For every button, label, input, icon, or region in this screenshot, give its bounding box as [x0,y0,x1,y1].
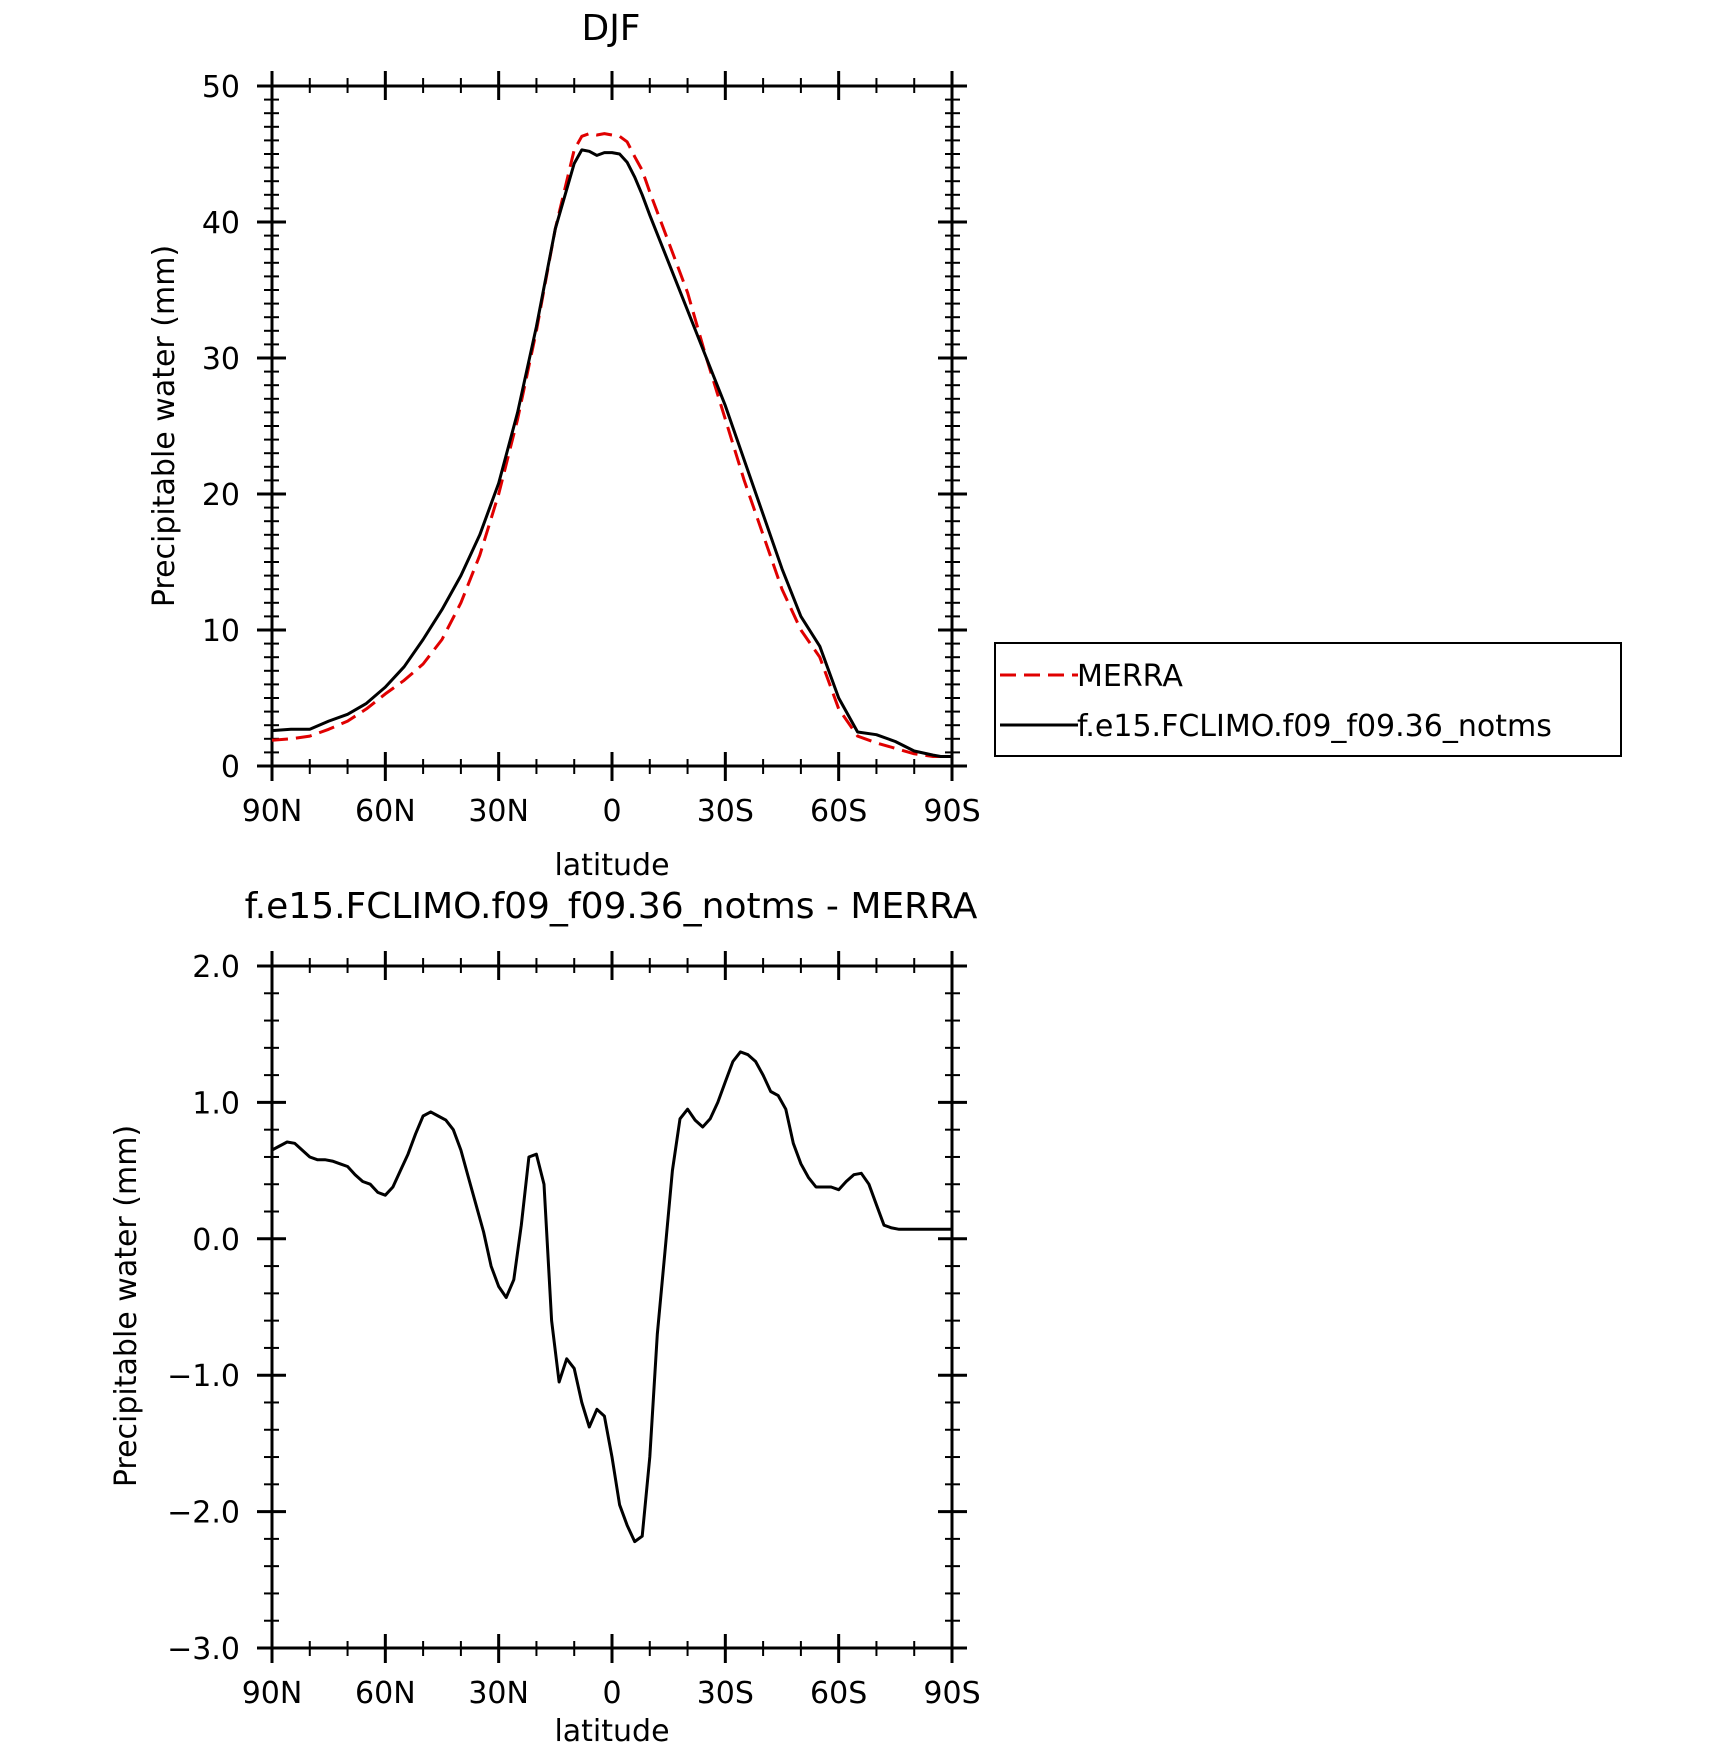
x-tick-label: 30N [468,1676,529,1711]
top-chart-tick-labels: 90N 60N 30N 0 30S 60S 90S 0 10 20 30 40 50 [202,70,981,829]
y-tick-label: 0.0 [192,1223,240,1258]
series-line-1 [271,148,952,758]
y-tick-label: −2.0 [167,1496,240,1531]
y-tick-label: 50 [202,70,240,105]
top-chart-ylabel: Precipitable water (mm) [147,245,182,607]
top-chart: DJF 90N 60N 30N 0 30S 60S 90S 0 10 20 30 40 50 latit… [147,8,981,883]
bottom-plot-frame [270,964,954,1650]
x-tick-label: 60S [810,1676,867,1711]
series-line-0 [271,1050,952,1544]
x-tick-label: 30S [697,794,754,829]
x-tick-label: 30N [468,794,529,829]
y-tick-label: −3.0 [167,1632,240,1667]
bottom-chart-ticks [257,951,967,1663]
top-chart-title: DJF [581,8,640,49]
bottom-chart-title: f.e15.FCLIMO.f09_f09.36_notms - MERRA [245,886,978,927]
legend-model-label: f.e15.FCLIMO.f09_f09.36_notms [1077,709,1552,744]
bottom-chart-xlabel: latitude [554,1714,669,1745]
y-tick-label: 20 [202,478,240,513]
x-tick-label: 0 [602,1676,621,1711]
series-line-0 [271,132,952,758]
bottom-chart-tick-labels: 90N 60N 30N 0 30S 60S 90S 2.0 1.0 0.0 −1.0 −2.0 −3.0 [167,950,980,1711]
legend-box [994,642,1622,757]
y-tick-label: −1.0 [167,1359,240,1394]
x-tick-label: 0 [602,794,621,829]
x-tick-label: 90S [923,794,980,829]
top-chart-xlabel: latitude [554,848,669,883]
y-tick-label: 30 [202,342,240,377]
x-tick-label: 60N [355,1676,416,1711]
legend: MERRA f.e15.FCLIMO.f09_f09.36_notms [994,642,1622,757]
y-tick-label: 2.0 [192,950,240,985]
x-tick-label: 90S [923,1676,980,1711]
top-chart-ticks [257,71,967,781]
bottom-chart-ylabel: Precipitable water (mm) [109,1125,144,1487]
y-tick-label: 0 [221,750,240,785]
x-tick-label: 90N [242,1676,303,1711]
x-tick-label: 90N [242,794,303,829]
x-tick-label: 30S [697,1676,754,1711]
y-tick-label: 10 [202,614,240,649]
y-tick-label: 40 [202,206,240,241]
y-tick-label: 1.0 [192,1086,240,1121]
x-tick-label: 60N [355,794,416,829]
bottom-chart-series [271,1050,952,1544]
x-tick-label: 60S [810,794,867,829]
bottom-chart: f.e15.FCLIMO.f09_f09.36_notms - MERRA 90… [109,886,981,1745]
legend-merra-label: MERRA [1077,659,1183,694]
top-chart-series [271,132,952,758]
top-plot-frame [270,84,954,768]
